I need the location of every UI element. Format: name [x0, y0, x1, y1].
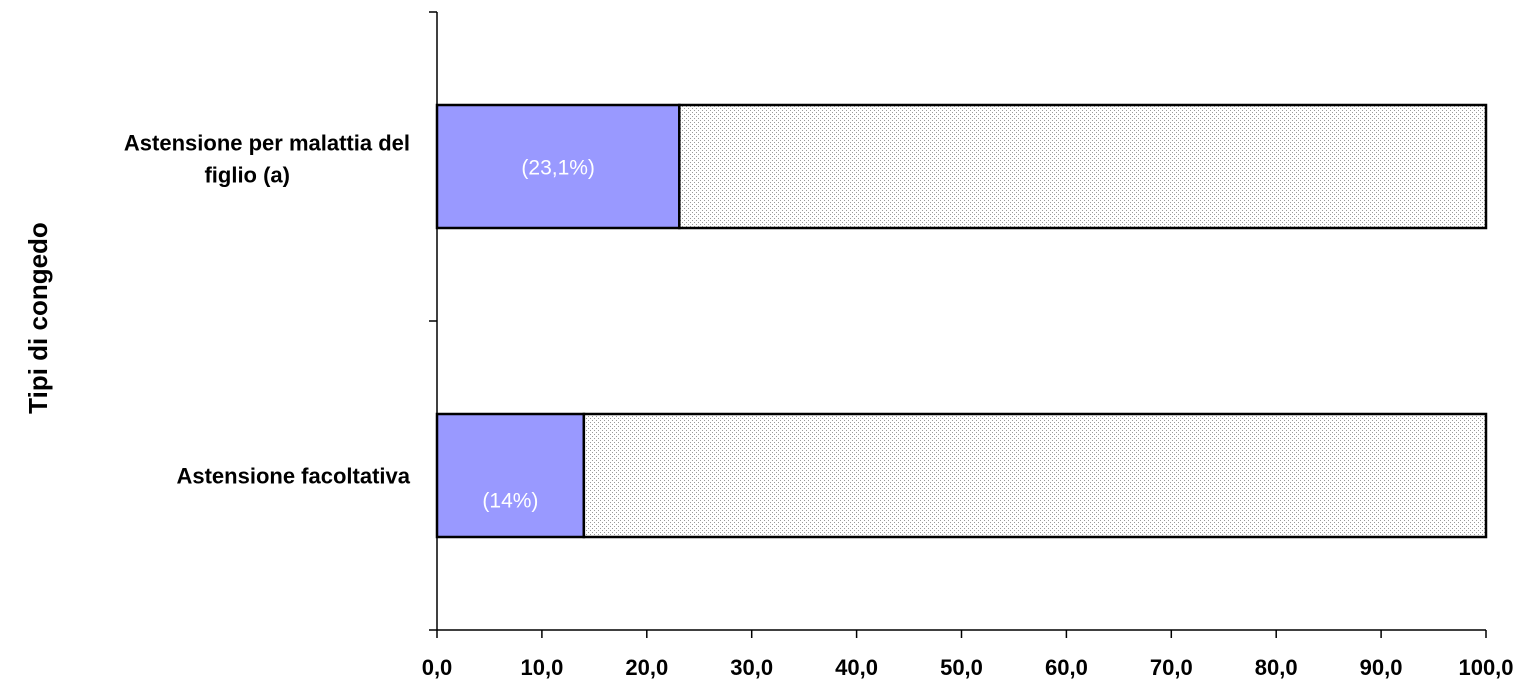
- data-label: (23,1%): [521, 157, 595, 180]
- x-tick-label: 40,0: [835, 655, 878, 680]
- bar-segment: [435, 103, 681, 230]
- x-tick-label: 50,0: [940, 655, 983, 680]
- bar-segment: [435, 412, 586, 539]
- category-label: Astensione per malattia del: [124, 131, 410, 156]
- x-tick-label: 20,0: [625, 655, 668, 680]
- x-tick-label: 30,0: [730, 655, 773, 680]
- x-tick-label: 60,0: [1045, 655, 1088, 680]
- x-tick-label: 70,0: [1150, 655, 1193, 680]
- bar-segment: [582, 412, 1488, 539]
- bar-segment: [678, 103, 1488, 230]
- x-tick-label: 80,0: [1255, 655, 1298, 680]
- data-label: (14%): [482, 490, 538, 513]
- y-axis-title: Tipi di congedo: [23, 222, 53, 414]
- x-tick-label: 100,0: [1458, 655, 1513, 680]
- plot-area: (23,1%) Astensione per malattia del figlio…: [124, 11, 1514, 680]
- category-label: figlio (a): [204, 163, 290, 188]
- x-tick-label: 0,0: [422, 655, 453, 680]
- x-tick-label: 10,0: [520, 655, 563, 680]
- category-label: Astensione facoltativa: [176, 464, 410, 489]
- x-tick-label: 90,0: [1360, 655, 1403, 680]
